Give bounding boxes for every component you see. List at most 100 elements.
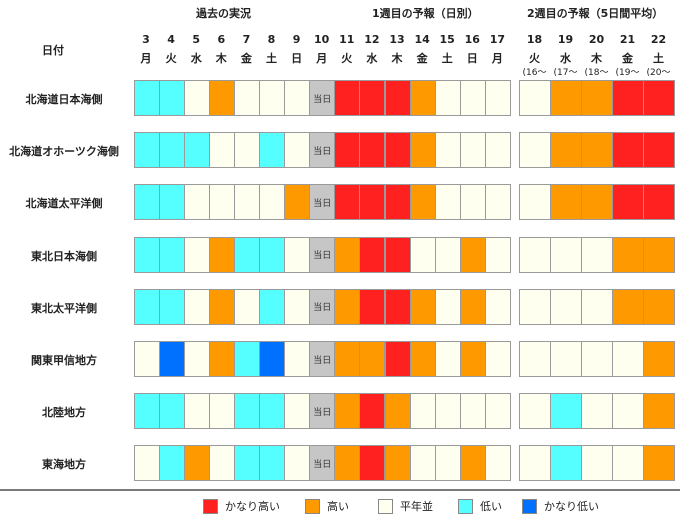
cell-low	[133, 236, 160, 273]
period-day-label: 22	[650, 33, 667, 46]
cell-normal	[434, 288, 461, 325]
cell-low	[158, 80, 185, 116]
period-cell-normal	[612, 393, 644, 430]
period-cell-high	[612, 288, 644, 325]
period-range-start: (17～	[553, 68, 578, 78]
period-weekday-label: 水	[560, 52, 571, 65]
period-cell-very-high	[643, 80, 675, 116]
cell-very-high	[384, 236, 411, 273]
cell-normal	[484, 132, 511, 169]
cell-normal	[484, 288, 511, 325]
period-cell-high	[550, 80, 582, 116]
today-cell: 当日	[309, 288, 336, 325]
day-number-label: 10	[314, 33, 330, 46]
cell-normal	[284, 288, 311, 325]
region-label: 東海地方	[42, 458, 86, 472]
cell-very-high	[384, 80, 411, 116]
cell-high	[409, 288, 436, 325]
legend-swatch-low	[458, 499, 473, 514]
period-cell-normal	[519, 288, 551, 325]
period-cell-normal	[612, 445, 644, 482]
cell-low	[233, 445, 260, 482]
period-day-label: 21	[619, 33, 636, 46]
weekday-label: 土	[266, 52, 277, 65]
legend-swatch-high	[305, 499, 320, 514]
cell-normal	[183, 184, 210, 221]
cell-normal	[183, 80, 210, 116]
weekday-label: 水	[190, 52, 202, 65]
period-cell-normal	[519, 236, 551, 273]
cell-normal	[284, 445, 311, 482]
cell-high	[409, 341, 436, 377]
weekday-label: 金	[416, 52, 428, 65]
legend-divider	[0, 489, 680, 491]
weekday-label: 火	[341, 52, 353, 65]
period-cell-high	[643, 341, 675, 377]
weekday-label: 土	[441, 52, 453, 65]
cell-normal	[183, 393, 210, 430]
period-cell-high	[550, 132, 582, 169]
cell-normal	[434, 393, 461, 430]
day-number-label: 14	[414, 33, 430, 46]
cell-very-high	[384, 341, 411, 377]
region-label: 北陸地方	[42, 406, 86, 420]
cell-high	[409, 132, 436, 169]
period-day-label: 19	[557, 33, 574, 46]
cell-high	[459, 236, 486, 273]
period-cell-high	[550, 184, 582, 221]
cell-high	[208, 80, 235, 116]
cell-high	[334, 393, 361, 430]
cell-very-high	[334, 80, 361, 116]
legend-label: 低い	[480, 500, 502, 513]
day-number-label: 7	[242, 33, 251, 46]
cell-normal	[183, 341, 210, 377]
period-cell-low	[550, 445, 582, 482]
cell-very-high	[384, 132, 411, 169]
region-label: 東北日本海側	[31, 249, 97, 263]
region-label: 北海道日本海側	[25, 93, 103, 106]
day-number-label: 17	[489, 33, 506, 46]
today-cell: 当日	[309, 445, 336, 482]
cell-normal	[284, 132, 311, 169]
day-number-label: 11	[339, 33, 355, 46]
period-cell-high	[643, 288, 675, 325]
period-cell-low	[550, 393, 582, 430]
row-label-header: 日付	[42, 44, 64, 57]
cell-normal	[133, 341, 160, 377]
legend-label: かなり高い	[225, 500, 280, 513]
day-number-label: 8	[267, 33, 276, 46]
cell-low	[233, 236, 260, 273]
cell-very-high	[359, 393, 386, 430]
period-cell-high	[643, 393, 675, 430]
cell-normal	[284, 80, 311, 116]
period-cell-normal	[519, 80, 551, 116]
cell-normal	[459, 80, 486, 116]
cell-low	[158, 288, 185, 325]
cell-low	[158, 445, 185, 482]
legend-swatch-very-high	[203, 499, 218, 514]
period-weekday-label: 火	[529, 52, 540, 65]
period-cell-normal	[581, 288, 613, 325]
cell-low	[259, 288, 286, 325]
cell-low	[233, 341, 260, 377]
cell-normal	[208, 393, 235, 430]
cell-normal	[484, 393, 511, 430]
period-weekday-label: 金	[622, 52, 633, 65]
period-cell-normal	[581, 236, 613, 273]
section-week1-header: 1週目の予報（日別）	[372, 7, 479, 20]
cell-normal	[208, 445, 235, 482]
period-cell-very-high	[643, 132, 675, 169]
cell-very-low	[158, 341, 185, 377]
legend-label: かなり低い	[544, 500, 599, 513]
cell-low	[233, 393, 260, 430]
period-weekday-label: 木	[591, 52, 602, 65]
cell-high	[334, 445, 361, 482]
cell-low	[259, 132, 286, 169]
cell-normal	[259, 80, 286, 116]
legend-label: 高い	[327, 500, 349, 513]
period-range-start: (16～	[522, 68, 547, 78]
today-cell: 当日	[309, 236, 336, 273]
period-cell-high	[643, 445, 675, 482]
cell-high	[409, 80, 436, 116]
cell-very-high	[359, 80, 386, 116]
